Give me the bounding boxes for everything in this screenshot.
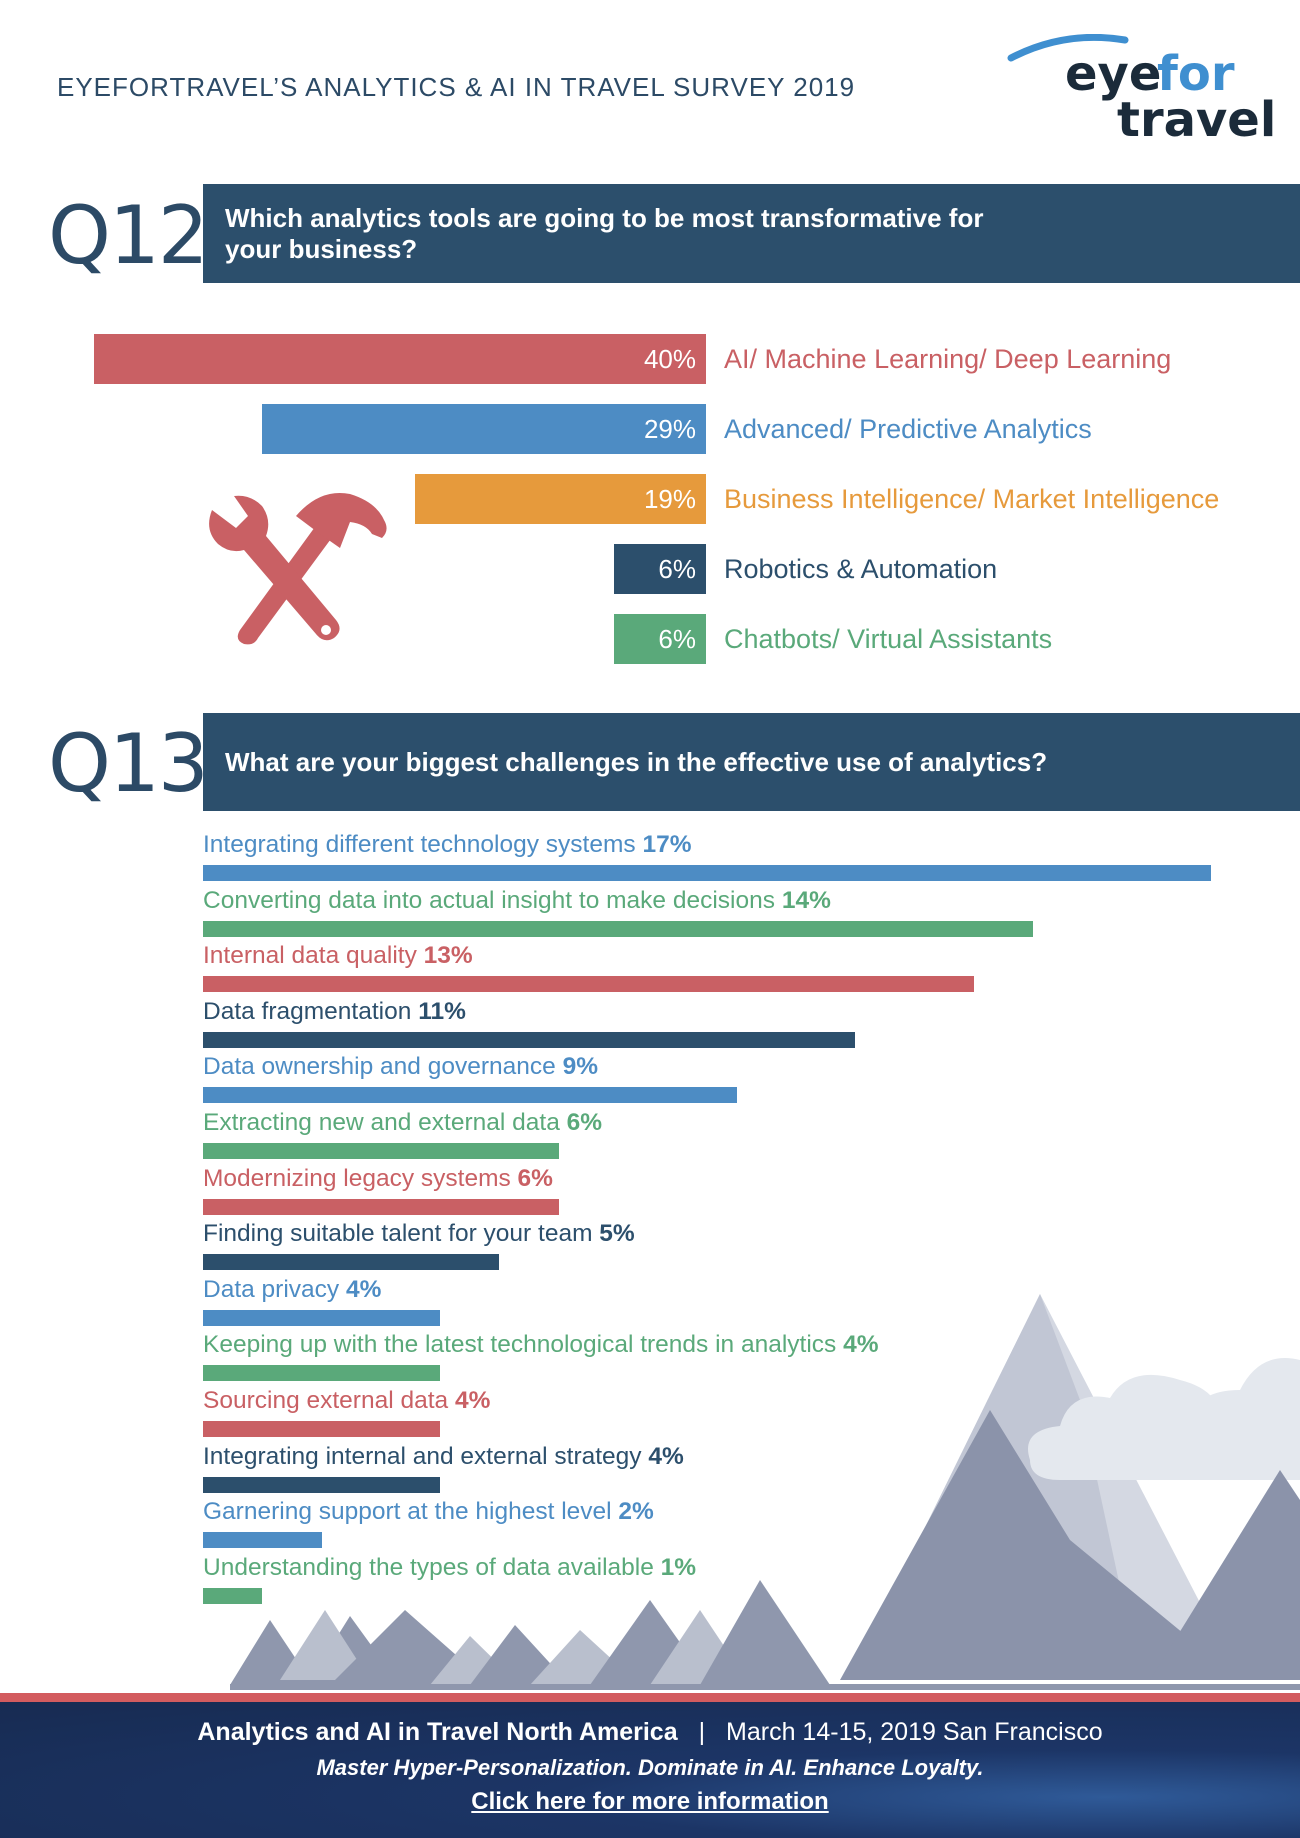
q13-category-text: Converting data into actual insight to m… [203,886,782,914]
q12-bar-label: Business Intelligence/ Market Intelligen… [724,484,1220,514]
q13-value-text: 1% [660,1553,697,1581]
logo-text-for: for [1157,46,1235,102]
q13-value-text: 6% [566,1109,603,1136]
footer-divider [0,1693,1300,1702]
q12-question-banner: Which analytics tools are going to be mo… [203,184,1300,283]
survey-title: EYEFORTRAVEL’S ANALYTICS & AI IN TRAVEL … [57,72,856,102]
q13-value-text: 17% [642,831,692,858]
q13-bar-label: Data fragmentation 11% [203,997,466,1027]
q13-category-text: Extracting new and external data [203,1109,567,1136]
eyefortravel-logo[interactable]: eye for travel [1005,34,1275,144]
q13-bar [203,1087,737,1104]
q13-question: What are your biggest challenges in the … [225,746,1048,777]
q12-question-line2: your business? [225,233,418,264]
footer-more-info-link[interactable]: Click here for more information [471,1788,829,1815]
q13-bar-label: Understanding the types of data availabl… [203,1553,696,1583]
footer-event-name: Analytics and AI in Travel North America [197,1718,678,1746]
q13-question-banner: What are your biggest challenges in the … [203,713,1300,811]
q13-bar [203,1031,856,1048]
q12-bar-label: AI/ Machine Learning/ Deep Learning [724,344,1172,374]
q13-bar [203,1587,263,1604]
q12-question-line1: Which analytics tools are going to be mo… [225,202,984,233]
mountain-illustration [230,1294,1300,1690]
q13-category-text: Keeping up with the latest technological… [203,1331,844,1359]
q13-bar [203,1365,441,1382]
q13-bar-label: Sourcing external data 4% [203,1386,490,1416]
q13-category-text: Sourcing external data [203,1387,455,1414]
q13-bar [203,976,974,993]
q13-bar-label: Converting data into actual insight to m… [203,886,831,916]
q13-bar-label: Integrating internal and external strate… [203,1442,684,1472]
q13-value-text: 2% [618,1498,654,1526]
q13-value-text: 14% [781,886,831,914]
q13-bar-label: Modernizing legacy systems 6% [203,1164,553,1194]
q12-bar-value: 6% [658,624,696,654]
q13-bar-label: Data ownership and governance 9% [203,1052,598,1082]
q12-bar-value: 29% [643,414,696,444]
q13-category-text: Data fragmentation [203,997,419,1025]
q13-value-text: 6% [517,1164,553,1192]
q13-category-text: Internal data quality [203,942,424,970]
q13-value-text: 11% [418,997,466,1025]
q13-bar [203,1532,322,1549]
q13-category-text: Garnering support at the highest level [203,1498,619,1526]
q13-category-text: Integrating different technology systems [203,831,643,858]
q12-bar-value: 40% [643,344,696,374]
footer-separator: | [698,1718,706,1746]
q12-bar-value: 19% [643,484,696,514]
q13-value-text: 4% [345,1275,382,1303]
q13-bar [203,1198,559,1215]
q13-category-text: Data privacy [203,1275,346,1303]
q13-bar-label: Data privacy 4% [203,1275,381,1305]
q13-category-text: Understanding the types of data availabl… [203,1553,661,1581]
q13-bar-label: Integrating different technology systems… [203,830,691,860]
footer-banner[interactable] [0,1702,1300,1838]
q13-bar [203,920,1034,937]
q13-bar [203,1254,500,1271]
q13-category-text: Integrating internal and external strate… [203,1442,649,1470]
q13-bar [203,1421,441,1437]
footer-tagline: Master Hyper-Personalization. Dominate i… [316,1755,984,1780]
q13-value-text: 5% [599,1220,635,1248]
logo-text-travel: travel [1117,92,1275,144]
q12-bar-label: Chatbots/ Virtual Assistants [724,624,1053,654]
q13-value-text: 9% [562,1053,598,1081]
q13-bar-label: Internal data quality 13% [203,941,473,971]
q12-bar [614,614,706,664]
footer-event-details: March 14-15, 2019 San Francisco [726,1718,1103,1746]
q13-value-text: 4% [843,1331,879,1359]
wrench-hammer-icon [209,492,387,645]
q13-category-text: Finding suitable talent for your team [203,1220,600,1248]
q12-number: Q12 [48,189,209,282]
q13-value-text: 13% [423,942,473,970]
q13-category-text: Modernizing legacy systems [203,1164,518,1192]
q13-bar-label: Garnering support at the highest level 2… [203,1497,654,1527]
q12-bar-label: Robotics & Automation [724,554,998,584]
q13-bar [203,1309,441,1326]
logo-text-eye: eye [1065,46,1161,102]
q12-bar-value: 6% [658,554,696,584]
q12-bar [614,544,706,594]
q12-bar [262,404,706,454]
logo-swoosh [1007,34,1129,62]
q13-bar-label: Finding suitable talent for your team 5% [203,1219,635,1249]
q13-bar-label: Extracting new and external data 6% [203,1108,602,1138]
q12-bar-label: Advanced/ Predictive Analytics [724,414,1092,444]
q13-value-text: 4% [648,1442,684,1470]
q12-bar [415,474,706,524]
q13-number: Q13 [48,717,209,810]
q12-bar [94,334,706,384]
q13-bar [203,865,1211,881]
q13-bar-label: Keeping up with the latest technological… [203,1330,879,1360]
q13-category-text: Data ownership and governance [203,1053,563,1081]
q13-value-text: 4% [454,1387,491,1414]
q13-bar [203,1143,559,1159]
q13-bar [203,1476,441,1493]
footer-event-line: Analytics and AI in Travel North America… [0,1718,1300,1747]
